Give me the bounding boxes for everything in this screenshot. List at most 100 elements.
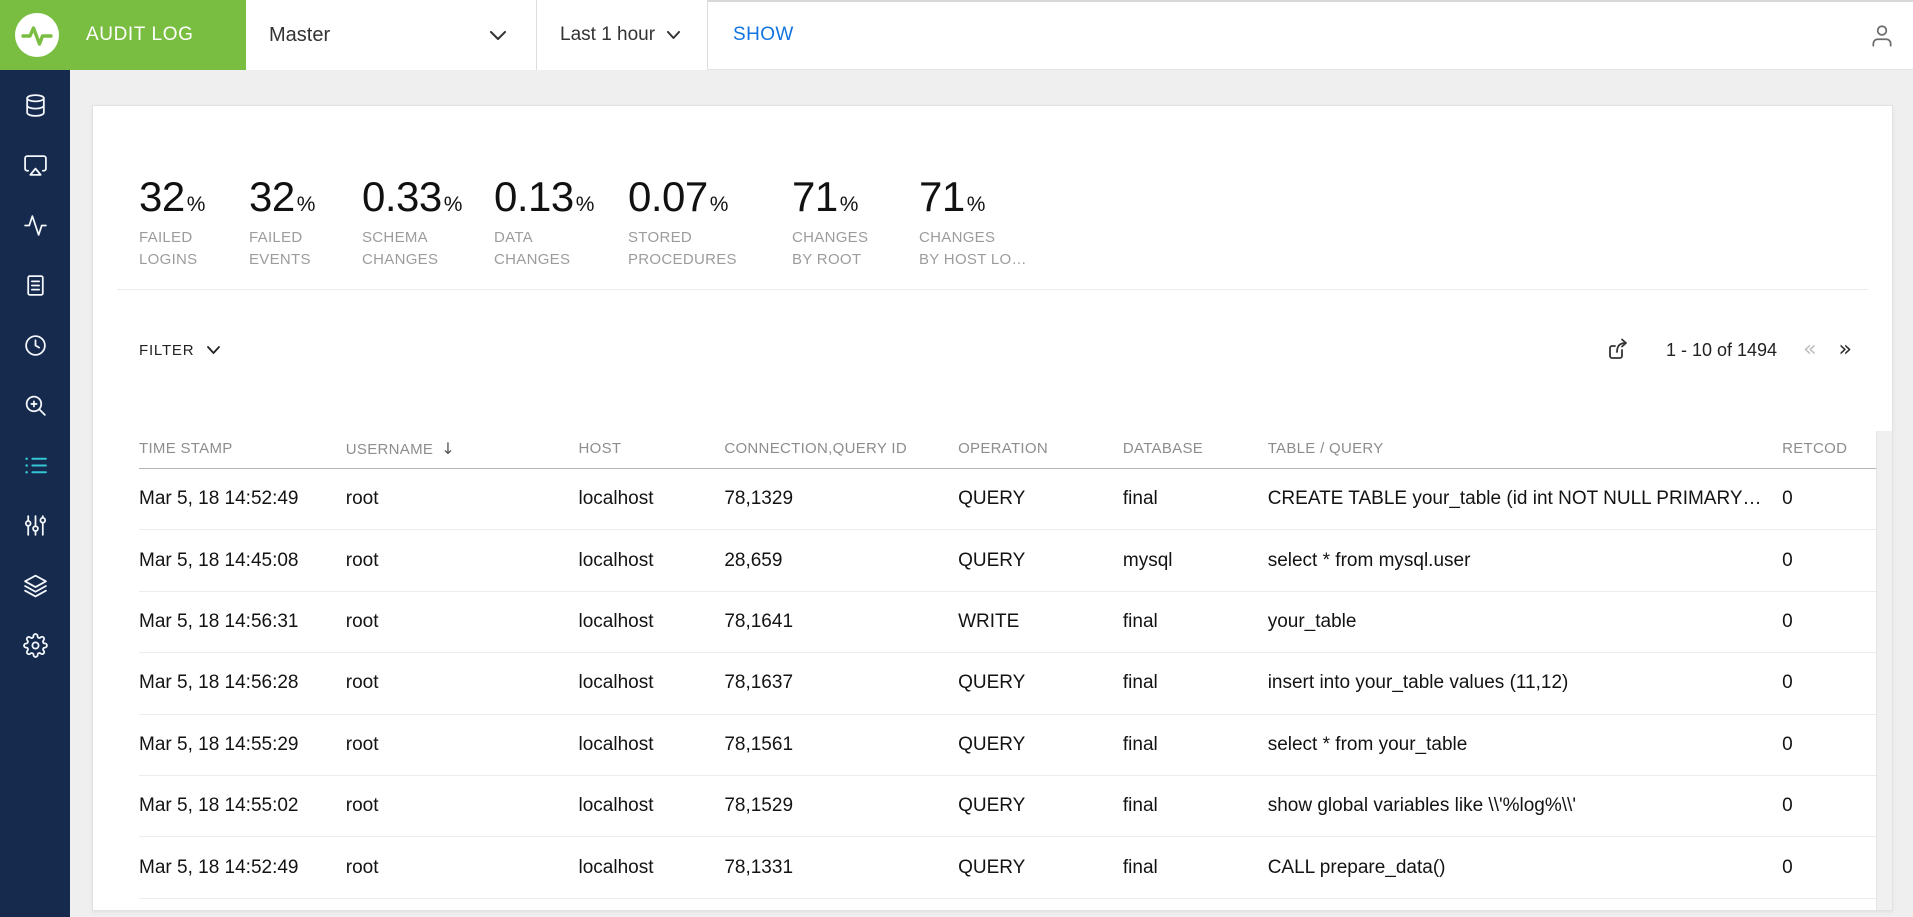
cell-operation: QUERY bbox=[958, 795, 1026, 817]
cell-database: final bbox=[1122, 795, 1158, 817]
cell-operation: QUERY bbox=[958, 856, 1026, 878]
time-range-value: Last 1 hour bbox=[560, 24, 656, 45]
cell-connection-query-id: 78,1561 bbox=[724, 733, 794, 755]
time-range-selector[interactable]: Last 1 hour bbox=[537, 0, 708, 70]
chevron-down-icon bbox=[490, 30, 506, 40]
cell-retcode: 0 bbox=[1782, 672, 1793, 694]
stat-label: STORED PROCEDURES bbox=[628, 229, 737, 268]
top-header: AUDIT LOG Master Last 1 hour SHOW bbox=[0, 0, 1913, 70]
cell-host: localhost bbox=[578, 672, 654, 694]
cell-timestamp: Mar 5, 18 14:56:28 bbox=[139, 672, 299, 694]
stat-value: 71 bbox=[792, 173, 838, 220]
table-row[interactable]: Mar 5, 18 14:56:28 root localhost 78,163… bbox=[139, 653, 1876, 715]
page-title: AUDIT LOG bbox=[86, 24, 194, 45]
sidebar-item-settings[interactable] bbox=[0, 618, 70, 678]
stat-unit: % bbox=[575, 193, 595, 216]
list-icon bbox=[23, 453, 48, 483]
sidebar-item-dashboard[interactable] bbox=[0, 138, 70, 198]
stat-failed-events: 32% FAILED EVENTS bbox=[249, 176, 362, 271]
cell-username: root bbox=[345, 733, 379, 755]
cell-timestamp: Mar 5, 18 14:55:29 bbox=[139, 733, 299, 755]
cell-retcode: 0 bbox=[1782, 610, 1793, 632]
stat-label: DATA CHANGES bbox=[494, 229, 571, 268]
stat-unit: % bbox=[296, 193, 316, 216]
app-logo-icon bbox=[15, 13, 59, 57]
stat-failed-logins: 32% FAILED LOGINS bbox=[139, 176, 249, 271]
cell-host: localhost bbox=[578, 488, 654, 510]
cell-username: root bbox=[345, 795, 379, 817]
table-row[interactable]: Mar 5, 18 14:56:31 root localhost 78,164… bbox=[139, 592, 1876, 654]
stat-changes-by-host: 71% CHANGES BY HOST LO… bbox=[919, 176, 1159, 271]
server-selector[interactable]: Master bbox=[246, 0, 537, 70]
stats-row: 32% FAILED LOGINS 32% FAILED EVENTS 0.33% … bbox=[139, 176, 1159, 271]
cell-timestamp: Mar 5, 18 14:52:49 bbox=[139, 856, 299, 878]
column-header-table-query[interactable]: TABLE / QUERY bbox=[1267, 440, 1384, 457]
table-row[interactable]: Mar 5, 18 14:52:49 root localhost 78,132… bbox=[139, 469, 1876, 531]
sidebar-item-servers[interactable] bbox=[0, 78, 70, 138]
report-icon bbox=[23, 273, 48, 303]
cell-database: final bbox=[1122, 672, 1158, 694]
server-selector-value: Master bbox=[269, 23, 331, 46]
user-icon[interactable] bbox=[1869, 23, 1895, 49]
previous-page-icon[interactable]: « bbox=[1803, 337, 1817, 362]
stat-unit: % bbox=[839, 193, 859, 216]
sidebar-item-sniffer-settings[interactable] bbox=[0, 498, 70, 558]
table-row[interactable]: Mar 5, 18 14:52:49 root localhost 78,133… bbox=[139, 837, 1876, 899]
cell-table-query: your_table bbox=[1267, 610, 1357, 632]
sidebar-item-query-analyzer[interactable] bbox=[0, 378, 70, 438]
column-header-connection-query-id[interactable]: CONNECTION,QUERY ID bbox=[724, 440, 907, 457]
column-header-database[interactable]: DATABASE bbox=[1122, 440, 1204, 457]
filter-label: FILTER bbox=[139, 341, 195, 359]
table-header: TIME STAMP USERNAME ↓ HOST CONNECTION,QUE… bbox=[139, 436, 1876, 469]
sidebar-item-history[interactable] bbox=[0, 318, 70, 378]
sidebar-item-audit-log[interactable] bbox=[0, 438, 70, 498]
stat-value: 0.07 bbox=[628, 173, 708, 220]
vertical-scrollbar[interactable] bbox=[1876, 431, 1892, 910]
sidebar-item-reports[interactable] bbox=[0, 258, 70, 318]
zoom-in-icon bbox=[23, 393, 48, 423]
stat-value: 32 bbox=[139, 173, 185, 220]
airplay-icon bbox=[23, 153, 48, 183]
cell-timestamp: Mar 5, 18 14:45:08 bbox=[139, 549, 299, 571]
column-header-retcode[interactable]: RETCOD bbox=[1782, 440, 1848, 457]
stat-label: CHANGES BY HOST LO… bbox=[919, 229, 1027, 268]
cell-table-query: show global variables like \\'%log%\\' bbox=[1267, 795, 1576, 817]
stat-label: FAILED LOGINS bbox=[139, 229, 198, 268]
audit-log-panel: 32% FAILED LOGINS 32% FAILED EVENTS 0.33% … bbox=[92, 105, 1893, 911]
stat-unit: % bbox=[443, 193, 463, 216]
column-header-operation[interactable]: OPERATION bbox=[958, 440, 1048, 457]
cell-table-query: select * from mysql.user bbox=[1267, 549, 1471, 571]
stat-value: 0.13 bbox=[494, 173, 574, 220]
cell-operation: QUERY bbox=[958, 549, 1026, 571]
export-icon[interactable] bbox=[1606, 338, 1630, 362]
table-row[interactable]: Mar 5, 18 14:55:02 root localhost 78,152… bbox=[139, 776, 1876, 838]
table-body: Mar 5, 18 14:52:49 root localhost 78,132… bbox=[139, 469, 1876, 899]
pagination: 1 - 10 of 1494 « » bbox=[1606, 338, 1852, 362]
cell-database: final bbox=[1122, 856, 1158, 878]
stat-data-changes: 0.13% DATA CHANGES bbox=[494, 176, 628, 271]
stat-changes-by-root: 71% CHANGES BY ROOT bbox=[792, 176, 919, 271]
next-page-icon[interactable]: » bbox=[1838, 337, 1852, 362]
sidebar-item-monitors[interactable] bbox=[0, 198, 70, 258]
column-header-host[interactable]: HOST bbox=[578, 440, 622, 457]
filter-button[interactable]: FILTER bbox=[139, 341, 221, 359]
cell-operation: WRITE bbox=[958, 610, 1020, 632]
gear-icon bbox=[22, 633, 48, 663]
pagination-range: 1 - 10 of 1494 bbox=[1665, 339, 1778, 360]
stat-unit: % bbox=[709, 193, 729, 216]
cell-username: root bbox=[345, 856, 379, 878]
stat-unit: % bbox=[186, 193, 206, 216]
column-header-timestamp[interactable]: TIME STAMP bbox=[139, 440, 233, 457]
show-button[interactable]: SHOW bbox=[733, 0, 794, 70]
cell-username: root bbox=[345, 549, 379, 571]
table-row[interactable]: Mar 5, 18 14:45:08 root localhost 28,659… bbox=[139, 530, 1876, 592]
stat-label: CHANGES BY ROOT bbox=[792, 229, 869, 268]
cell-connection-query-id: 28,659 bbox=[724, 549, 783, 571]
section-divider bbox=[117, 289, 1868, 290]
cell-connection-query-id: 78,1331 bbox=[724, 856, 794, 878]
column-header-username[interactable]: USERNAME ↓ bbox=[345, 439, 455, 458]
table-row[interactable]: Mar 5, 18 14:55:29 root localhost 78,156… bbox=[139, 715, 1876, 776]
sidebar-item-objects[interactable] bbox=[0, 558, 70, 618]
cell-database: final bbox=[1122, 610, 1158, 632]
cell-operation: QUERY bbox=[958, 733, 1026, 755]
